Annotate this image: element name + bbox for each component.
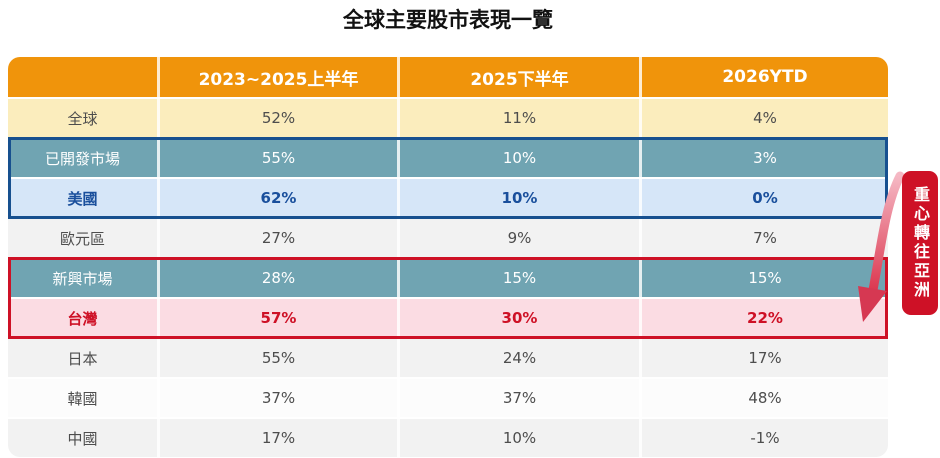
table-row: 日本 55% 24% 17%: [8, 339, 888, 377]
row-label: 新興市場: [8, 259, 160, 297]
row-value: 55%: [160, 339, 400, 377]
table-row: 已開發市場 55% 10% 3%: [8, 139, 888, 177]
row-value: 9%: [400, 219, 642, 257]
row-value: 37%: [160, 379, 400, 417]
table-header-row: 2023~2025上半年 2025下半年 2026YTD: [8, 57, 888, 97]
row-label: 全球: [8, 99, 160, 137]
row-value: 11%: [400, 99, 642, 137]
header-cell-period3: 2026YTD: [722, 67, 808, 87]
row-label: 已開發市場: [8, 139, 160, 177]
row-value: -1%: [750, 429, 780, 447]
row-value: 22%: [747, 309, 783, 327]
page-title: 全球主要股市表現一覽: [343, 8, 553, 32]
header-cell-period1: 2023~2025上半年: [160, 57, 400, 97]
row-value: 57%: [160, 299, 400, 337]
row-value: 52%: [160, 99, 400, 137]
header-cell-period2: 2025下半年: [400, 57, 642, 97]
header-cell-blank: [8, 57, 160, 97]
row-label: 中國: [8, 419, 160, 457]
row-label: 韓國: [8, 379, 160, 417]
row-value: 27%: [160, 219, 400, 257]
market-table: 2023~2025上半年 2025下半年 2026YTD 全球 52% 11% …: [8, 57, 888, 457]
row-value: 28%: [160, 259, 400, 297]
row-value: 7%: [753, 229, 777, 247]
table-row: 新興市場 28% 15% 15%: [8, 259, 888, 297]
row-label: 歐元區: [8, 219, 160, 257]
row-value: 17%: [160, 419, 400, 457]
row-value: 24%: [400, 339, 642, 377]
row-value: 4%: [753, 109, 777, 127]
row-value: 3%: [753, 149, 777, 167]
table-row: 中國 17% 10% -1%: [8, 419, 888, 457]
row-value: 10%: [400, 179, 642, 217]
row-label: 美國: [8, 179, 160, 217]
row-value: 0%: [752, 189, 778, 207]
table-body: 全球 52% 11% 4% 已開發市場 55% 10% 3% 美國 62% 10…: [8, 99, 888, 457]
row-value: 48%: [748, 389, 782, 407]
row-value: 62%: [160, 179, 400, 217]
row-value: 15%: [400, 259, 642, 297]
row-value: 17%: [748, 349, 782, 367]
table-row: 台灣 57% 30% 22%: [8, 299, 888, 337]
row-value: 15%: [748, 269, 782, 287]
row-value: 37%: [400, 379, 642, 417]
table-row: 美國 62% 10% 0%: [8, 179, 888, 217]
row-value: 55%: [160, 139, 400, 177]
row-label: 台灣: [8, 299, 160, 337]
table-row: 歐元區 27% 9% 7%: [8, 219, 888, 257]
row-value: 10%: [400, 139, 642, 177]
row-value: 10%: [400, 419, 642, 457]
row-label: 日本: [8, 339, 160, 377]
row-value: 30%: [400, 299, 642, 337]
table-row: 韓國 37% 37% 48%: [8, 379, 888, 417]
shift-to-asia-callout: 重心轉往亞洲: [902, 171, 938, 315]
table-row: 全球 52% 11% 4%: [8, 99, 888, 137]
